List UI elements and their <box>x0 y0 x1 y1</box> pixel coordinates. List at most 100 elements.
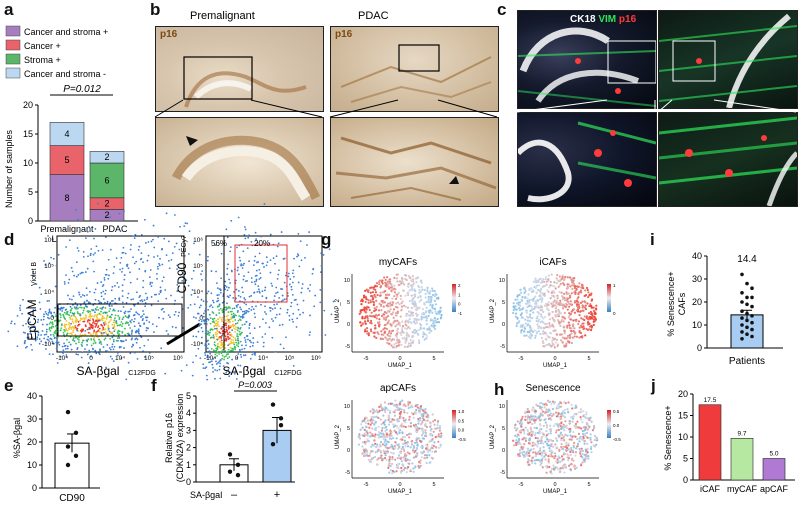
color-scale-label: 1 <box>458 292 461 297</box>
color-scale-label: 0.5 <box>458 418 465 423</box>
panel-b-zoom-lines <box>154 99 498 118</box>
x-tick-label: 10⁵ <box>144 355 154 362</box>
y-tick-label: 10⁶ <box>44 237 54 244</box>
y-tick-label: 15 <box>23 129 33 139</box>
umap-x-label: UMAP_1 <box>388 489 413 495</box>
x-tick-label: + <box>274 489 280 501</box>
umap-y-label: UMAP_2 <box>490 424 496 449</box>
y-tick-label: 10 <box>27 460 37 470</box>
panel-i-value-label: 14.4 <box>737 254 757 265</box>
umap-y-tick: 0 <box>502 322 505 328</box>
data-point <box>740 272 744 277</box>
umap-x-label: UMAP_1 <box>543 363 568 369</box>
data-point <box>740 337 744 341</box>
color-scale-label: -0.5 <box>613 437 621 442</box>
umap-x-tick: 0 <box>398 356 401 362</box>
y-tick-label: 0 <box>697 343 702 353</box>
data-point <box>65 409 71 415</box>
y-tick-label: 10 <box>692 320 702 330</box>
color-scale-bar <box>607 284 611 312</box>
panel-c-fluorescence-zoom-right <box>658 112 798 207</box>
data-point <box>740 316 744 320</box>
legend-entry: Cancer + <box>24 41 61 51</box>
panel-a-pvalue: P=0.012 <box>63 84 101 95</box>
panel-j-chart: % Senescence+ 0 5 10 15 20 17.5 iCAF 9.7 myCAF 5.… <box>663 389 795 494</box>
y-tick-label: 30 <box>27 414 37 424</box>
data-point <box>745 332 749 336</box>
data-point <box>750 304 754 309</box>
umap-x-label: UMAP_1 <box>388 363 413 369</box>
y-tick-label: 10⁴ <box>44 289 54 296</box>
data-point <box>740 300 744 304</box>
legend-entry: Cancer and stroma - <box>24 69 106 79</box>
data-point <box>750 295 754 300</box>
color-scale-bar <box>452 410 456 438</box>
umap-y-tick: 5 <box>502 300 505 306</box>
legend-swatch <box>5 67 21 79</box>
y-tick-label: 10 <box>678 432 688 442</box>
bar-data-label: 5.0 <box>769 451 778 458</box>
y-tick-label: 20 <box>23 100 33 110</box>
y-tick-label: 5 <box>683 454 688 464</box>
panel-f-chart: Relative p16 (CDKN2A) expression P=0.003… <box>164 380 295 501</box>
panel-h-umap-senescence: Senescence -5 0 5 -5 0 5 10 UMAP_1 UMAP_2 0.5 0.0… <box>490 383 621 495</box>
x-tick-label: PDAC <box>102 224 128 234</box>
x-tick-label: 10⁴ <box>115 355 125 362</box>
data-point <box>745 311 749 316</box>
umap-y-label: UMAP_2 <box>490 298 496 323</box>
panel-b-stain-label-1: p16 <box>160 29 178 40</box>
y-tick-label: 20 <box>678 389 688 399</box>
umap-y-tick: -5 <box>345 344 350 350</box>
panel-a-chart: Number of samples P=0.012 0 5 10 15 20 8 5 4 Pre… <box>4 84 138 244</box>
x-tick-label: apCAF <box>760 484 789 494</box>
data-point <box>65 444 71 449</box>
y-tick-label: 10⁵ <box>44 263 54 270</box>
bar <box>698 404 722 481</box>
y-tick-label: -10⁴ <box>42 341 54 348</box>
bar <box>730 437 754 481</box>
y-tick-label: 5 <box>28 187 33 197</box>
umap-x-tick: 5 <box>587 482 590 488</box>
data-point <box>235 472 241 478</box>
bar-data-label: 6 <box>104 175 109 185</box>
stacked-bar-segment <box>89 162 125 199</box>
umap-title-apcafs: apCAFs <box>380 383 416 394</box>
color-scale-label: 0 <box>458 302 461 307</box>
bar-data-label: 2 <box>104 152 109 162</box>
panel-b-micrograph-premalignant-zoom <box>155 117 324 207</box>
panel-i-ylabel: % Senescence+ <box>666 271 676 336</box>
x-tick-label: 10⁴ <box>258 355 268 362</box>
color-scale-label: 0 <box>613 311 616 316</box>
umap-y-tick: -5 <box>500 344 505 350</box>
y-tick-label: 40 <box>692 251 702 261</box>
panel-e-chart: %SA-βgal 0 10 20 30 40 CD90 <box>12 391 100 504</box>
stacked-bar-segment <box>49 122 85 146</box>
x-tick-label: Premalignant <box>40 224 94 234</box>
y-tick-label: 15 <box>678 411 688 421</box>
color-scale-label: 2 <box>458 283 461 288</box>
umap-title-icafs: iCAFs <box>539 257 566 268</box>
panel-label-i: i <box>650 230 655 249</box>
data-point <box>65 462 71 468</box>
data-point <box>73 453 79 458</box>
panel-c-zoom-lines <box>516 99 797 113</box>
panel-f-ylabel2: (CDKN2A) expression <box>175 394 185 483</box>
panel-c-fluorescence-overview-right <box>658 10 798 109</box>
umap-y-tick: -5 <box>345 470 350 476</box>
data-point <box>740 291 744 295</box>
data-point <box>745 295 749 300</box>
x-tick-label: iCAF <box>700 484 721 494</box>
panel-c-fluorescence-overview-left: CK18 VIM p16 <box>517 10 657 109</box>
umap-y-label: UMAP_2 <box>335 298 341 323</box>
x-tick-label: – <box>231 489 238 501</box>
panel-label-j: j <box>651 376 656 395</box>
color-scale-label: -0.5 <box>458 437 466 442</box>
panel-j-ylabel: % Senescence+ <box>663 405 673 470</box>
legend-swatch <box>5 25 21 37</box>
panel-d-left-ylabel-sub: Violet B <box>31 262 38 286</box>
panel-d-left-ylabel: EpCAM <box>25 299 39 340</box>
color-scale-label: 0.0 <box>613 423 620 428</box>
umap-x-tick: 5 <box>432 482 435 488</box>
data-point <box>740 309 744 313</box>
panel-g-umap-apcafs: apCAFs -5 0 5 -5 0 5 10 UMAP_1 UMAP_2 1.0 0.5 0.0 -… <box>335 383 466 495</box>
